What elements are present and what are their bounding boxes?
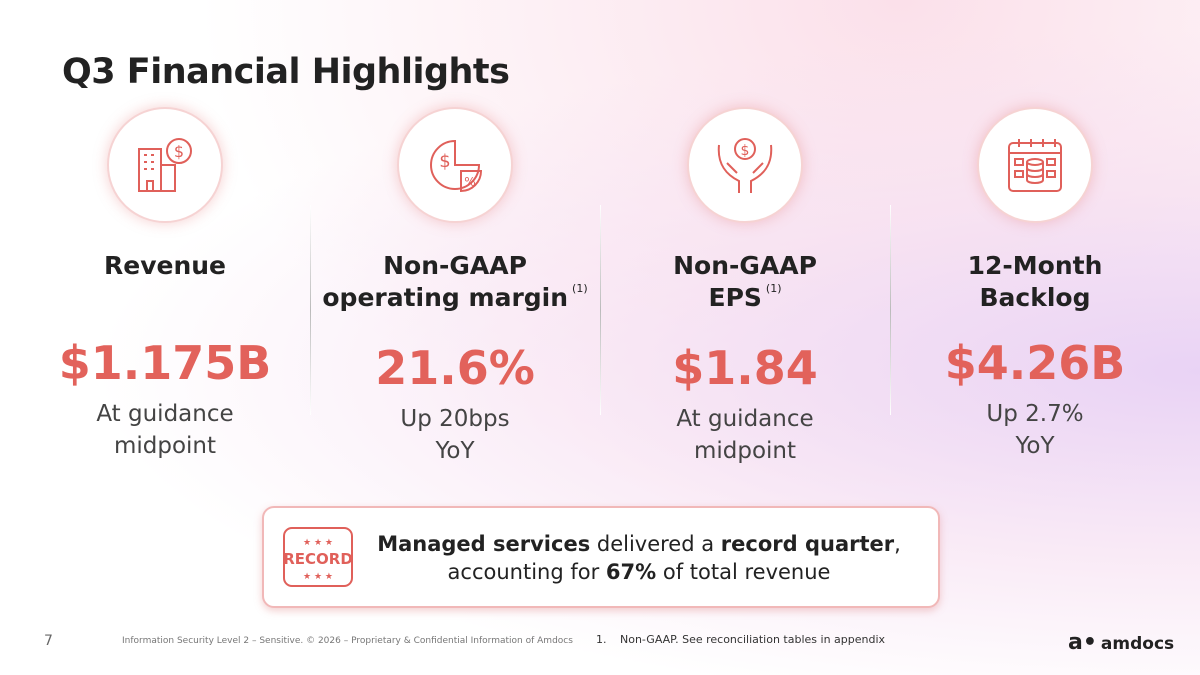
kpi-note-line: Up 20bps bbox=[400, 406, 510, 432]
logo: a• amdocs bbox=[1068, 630, 1175, 655]
record-badge: RECORD ★ ★ ★ ★ ★ ★ bbox=[283, 527, 353, 587]
kpi-note-line: At guidance bbox=[96, 401, 234, 427]
svg-text:★ ★ ★: ★ ★ ★ bbox=[303, 538, 333, 548]
disclaimer: Information Security Level 2 – Sensitive… bbox=[122, 636, 573, 646]
svg-text:★ ★ ★: ★ ★ ★ bbox=[303, 572, 333, 582]
kpi-label-text: Non-GAAP bbox=[383, 251, 527, 280]
footnote-ref: (1) bbox=[765, 282, 782, 295]
callout-text: , bbox=[894, 532, 901, 556]
divider bbox=[890, 205, 891, 415]
page-number: 7 bbox=[44, 633, 53, 649]
kpi-value: $1.84 bbox=[672, 341, 818, 395]
footnote-number: 1. bbox=[596, 633, 607, 646]
kpi-label-text: Revenue bbox=[103, 251, 226, 280]
kpi-label-text: Non-GAAP bbox=[673, 251, 817, 280]
kpi-note: At guidance midpoint bbox=[600, 403, 890, 467]
kpi-value: $4.26B bbox=[944, 336, 1126, 390]
kpi-label-text: operating margin bbox=[322, 283, 569, 312]
callout-text: 67% bbox=[605, 560, 657, 584]
icon-margin: $% bbox=[397, 107, 513, 223]
svg-text:%: % bbox=[464, 175, 475, 189]
badge-text: RECORD bbox=[283, 550, 353, 568]
kpi-label-text: 12-Month bbox=[967, 251, 1103, 280]
callout-text: Managed services bbox=[377, 532, 591, 556]
icon-eps: $ bbox=[687, 107, 803, 223]
callout-box: RECORD ★ ★ ★ ★ ★ ★ Managed services deli… bbox=[262, 506, 940, 608]
kpi-column: Non-GAAP operating margin (1) 21.6% Up 20bps… bbox=[310, 250, 600, 467]
kpi-label-line: Non-GAAP bbox=[600, 250, 890, 282]
footnote-text: Non-GAAP. See reconciliation tables in a… bbox=[620, 633, 886, 646]
divider bbox=[600, 205, 601, 415]
kpi-column: Non-GAAP EPS (1) $1.84 At guidance midpoint bbox=[600, 250, 890, 467]
kpi-note-line: YoY bbox=[435, 438, 475, 464]
kpi-note: Up 2.7% YoY bbox=[890, 398, 1180, 462]
icon-backlog bbox=[977, 107, 1093, 223]
kpi-label-line: EPS (1) bbox=[600, 282, 890, 319]
kpi-label-text: EPS bbox=[708, 283, 762, 312]
kpi-label-line: operating margin (1) bbox=[310, 282, 600, 319]
kpi-label-line: 12-Month bbox=[890, 250, 1180, 282]
kpi-note-line: At guidance bbox=[676, 406, 814, 432]
kpi-note: At guidance midpoint bbox=[20, 398, 310, 462]
kpi-note-line: midpoint bbox=[113, 433, 217, 459]
callout-text: accounting for bbox=[447, 560, 606, 584]
kpi-label: Non-GAAP operating margin (1) bbox=[310, 250, 600, 319]
kpi-column: 12-Month Backlog $4.26B Up 2.7% YoY bbox=[890, 250, 1180, 462]
kpi-label-line: Revenue bbox=[20, 250, 310, 282]
callout-line: accounting for 67% of total revenue bbox=[264, 560, 1014, 584]
kpi-column: Revenue $1.175B At guidance midpoint bbox=[20, 250, 310, 462]
kpi-note: Up 20bps YoY bbox=[310, 403, 600, 467]
kpi-label-line: Backlog bbox=[890, 282, 1180, 314]
kpi-value: $1.175B bbox=[58, 336, 272, 390]
kpi-value: 21.6% bbox=[375, 341, 535, 395]
footnote-ref: (1) bbox=[572, 282, 588, 295]
svg-text:$: $ bbox=[439, 151, 450, 172]
kpi-label-text: Backlog bbox=[979, 283, 1091, 312]
kpi-label: Revenue bbox=[20, 250, 310, 314]
kpi-label: Non-GAAP EPS (1) bbox=[600, 250, 890, 319]
kpi-label: 12-Month Backlog bbox=[890, 250, 1180, 314]
logo-text: amdocs bbox=[1100, 634, 1175, 654]
kpi-note-line: YoY bbox=[1015, 433, 1055, 459]
callout-text: record quarter bbox=[720, 532, 895, 556]
callout-text: of total revenue bbox=[656, 560, 831, 584]
icon-revenue: $ bbox=[107, 107, 223, 223]
kpi-label-line: Non-GAAP bbox=[310, 250, 600, 282]
svg-text:$: $ bbox=[741, 143, 750, 159]
divider bbox=[310, 205, 311, 415]
kpi-note-line: midpoint bbox=[693, 438, 797, 464]
callout-line: Managed services delivered a record quar… bbox=[264, 532, 1014, 556]
callout-text: delivered a bbox=[590, 532, 721, 556]
kpi-note-line: Up 2.7% bbox=[986, 401, 1084, 427]
title: Q3 Financial Highlights bbox=[62, 52, 510, 92]
svg-text:$: $ bbox=[174, 142, 184, 161]
